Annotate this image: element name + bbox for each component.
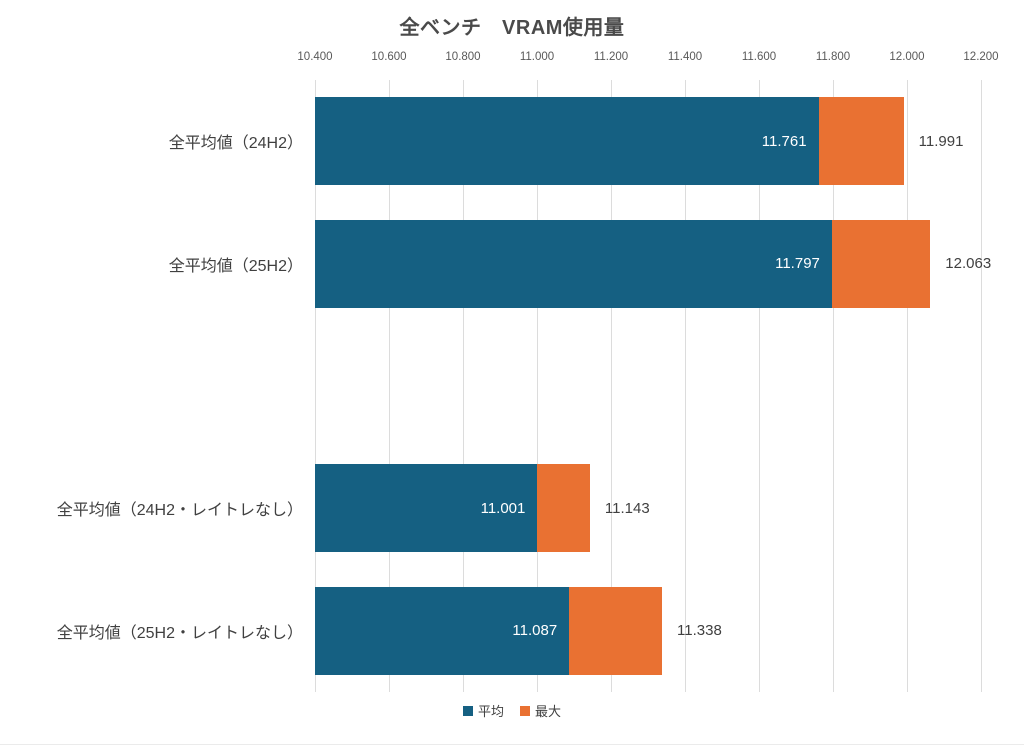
bar-segment-average <box>315 586 570 675</box>
bar-value-label-max: 11.338 <box>677 622 722 640</box>
legend-swatch-icon <box>520 705 530 716</box>
bar-segment-max <box>537 464 590 553</box>
x-axis-tick-label: 11.600 <box>741 51 777 63</box>
legend: 平均 最大 <box>0 701 1024 720</box>
category-label: 全平均値（24H2・レイトレなし） <box>56 502 303 520</box>
gridline <box>832 80 834 692</box>
x-axis-tick-label: 10.400 <box>297 51 333 63</box>
gridline <box>314 80 316 692</box>
x-axis-tick-label: 12.200 <box>963 51 999 63</box>
gridline <box>684 80 686 692</box>
gridline <box>980 80 982 692</box>
x-axis-tick-label: 11.400 <box>667 51 703 63</box>
category-label: 全平均値（25H2） <box>168 257 303 275</box>
gridline <box>906 80 908 692</box>
bar-value-label-average: 11.761 <box>761 132 807 150</box>
gridline <box>462 80 464 692</box>
x-axis-tick-label: 11.200 <box>593 51 629 63</box>
bar-segment-max <box>818 97 904 186</box>
chart-title: 全ベンチ VRAM使用量 <box>399 17 625 39</box>
gridline <box>388 80 390 692</box>
bar-value-label-average: 11.087 <box>512 622 558 640</box>
gridline <box>536 80 538 692</box>
bar-value-label-max: 11.143 <box>604 499 650 517</box>
gridline <box>758 80 760 692</box>
bar-value-label-average: 11.797 <box>775 255 820 273</box>
legend-swatch-icon <box>462 705 473 716</box>
legend-item: 平均 <box>462 701 504 720</box>
bar-segment-average <box>315 219 832 308</box>
bar-value-label-max: 12.063 <box>945 255 992 273</box>
legend-label: 平均 <box>477 704 504 719</box>
category-label: 全平均値（25H2・レイトレなし） <box>56 624 303 642</box>
x-axis-tick-label: 11.000 <box>519 51 555 63</box>
legend-label: 最大 <box>535 704 562 719</box>
category-label: 全平均値（24H2） <box>168 135 303 153</box>
gridline <box>610 80 612 692</box>
x-axis-tick-label: 10.600 <box>371 51 407 63</box>
bar-segment-max <box>831 219 931 308</box>
bar-segment-average <box>315 464 538 553</box>
x-axis-tick-label: 12.000 <box>889 51 925 63</box>
bar-value-label-max: 11.991 <box>918 132 964 150</box>
x-axis-tick-label: 10.800 <box>445 51 481 63</box>
x-axis-tick-label: 11.800 <box>815 51 851 63</box>
bar-value-label-average: 11.001 <box>480 499 526 517</box>
bar-segment-max <box>569 586 663 675</box>
bar-segment-average <box>315 97 819 186</box>
legend-item: 最大 <box>520 701 561 720</box>
